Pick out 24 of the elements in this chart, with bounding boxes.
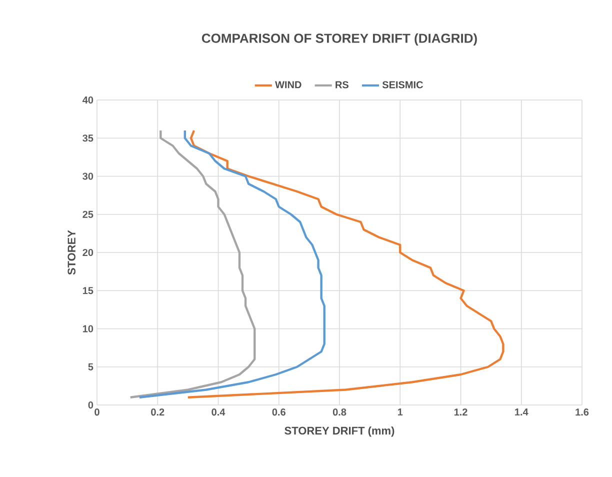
x-tick-label: 0.2 <box>151 408 164 416</box>
y-tick-label: 25 <box>82 210 94 218</box>
y-tick-label: 0 <box>88 401 94 409</box>
chart-title: COMPARISON OF STOREY DRIFT (DIAGRID) <box>202 33 477 46</box>
y-tick-label: 10 <box>82 325 94 332</box>
legend-label: WIND <box>275 81 302 88</box>
y-tick-label: 30 <box>82 172 94 180</box>
y-axis-title: STOREY <box>68 230 76 275</box>
x-axis-title: STOREY DRIFT (mm) <box>284 426 394 437</box>
y-tick-label: 20 <box>82 248 94 256</box>
y-tick-label: 35 <box>82 134 94 142</box>
x-tick-label: 0.6 <box>272 408 286 416</box>
x-tick-label: 1.6 <box>576 408 589 416</box>
x-tick-label: 0 <box>94 408 100 416</box>
y-tick-label: 5 <box>88 363 94 370</box>
legend-label: RS <box>336 81 348 88</box>
x-tick-label: 0.8 <box>332 408 346 416</box>
legend-label: SEISMIC <box>382 81 423 88</box>
x-tick-label: 0.4 <box>212 408 226 416</box>
y-tick-label: 40 <box>82 96 94 104</box>
x-tick-label: 1.2 <box>454 408 468 416</box>
x-tick-label: 1.4 <box>515 408 528 416</box>
y-tick-label: 15 <box>82 287 94 294</box>
x-tick-label: 1 <box>398 408 403 416</box>
